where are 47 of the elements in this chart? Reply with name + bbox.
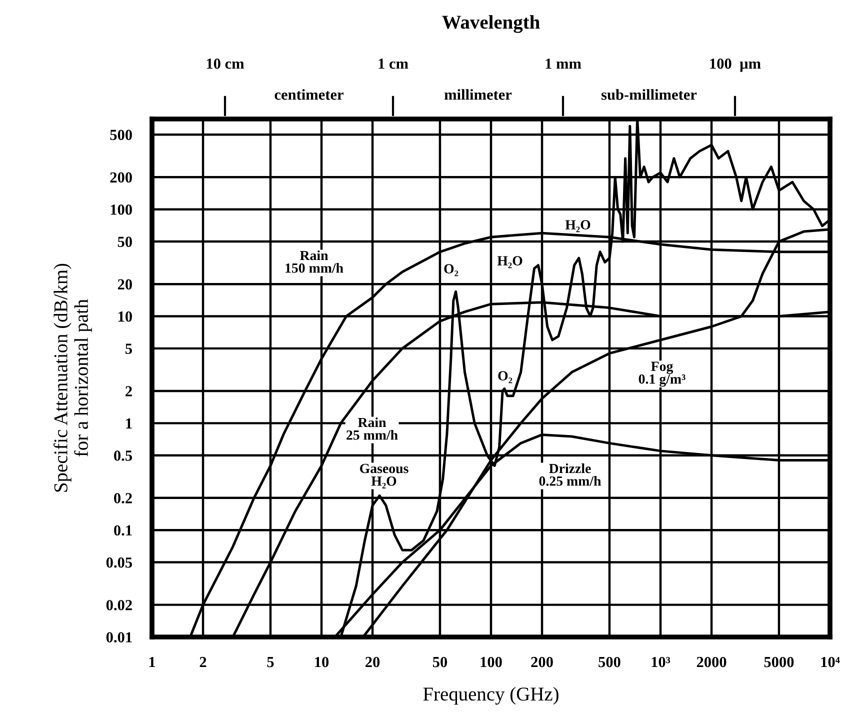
x-tick-label: 5000	[764, 656, 794, 668]
y-tick-label: 500	[110, 130, 132, 140]
y-tick-label: 0.01	[106, 632, 132, 643]
text: 100 µm	[710, 58, 761, 72]
text: sub-millimeter	[602, 89, 697, 100]
x-tick-label: 500	[598, 656, 620, 668]
y-tick-label: 20	[118, 279, 132, 290]
annotation: H₂O	[565, 220, 590, 232]
annotation: O₂	[498, 371, 512, 384]
text: 1 mm	[546, 58, 582, 69]
text: 10 cm	[206, 58, 244, 69]
annotation: O₂	[444, 264, 458, 276]
y-tick-label: 1	[126, 418, 132, 428]
x-tick-label: 50	[432, 656, 448, 668]
x2-axis-title: Wavelength	[442, 15, 540, 33]
x-tick-label: 100	[480, 656, 502, 668]
annotation: Rain 25 mm/h	[346, 417, 398, 440]
annotation: Fog 0.1 g/m³	[638, 362, 686, 387]
y-tick-label: 50	[118, 236, 132, 247]
text: 1 cm	[378, 58, 408, 69]
text: centimeter	[274, 89, 344, 100]
x-tick-label: 20	[366, 656, 380, 668]
annotation: H₂O	[497, 256, 522, 268]
x-tick-label: 10	[315, 656, 329, 668]
y-tick-label: 200	[110, 172, 132, 183]
annotation: Rain 150 mm/h	[286, 250, 344, 273]
y-tick-label: 5	[126, 344, 132, 354]
y-tick-label: 0.5	[114, 450, 132, 461]
y-tick-label: 2	[126, 386, 132, 396]
x-tick-label: 2	[200, 656, 206, 668]
y-tick-label: 0.02	[106, 600, 132, 610]
y-axis-title: Specific Attenuation (dB/km) for a horizontal path	[54, 264, 92, 492]
x-tick-label: 10⁴	[821, 656, 840, 668]
x-tick-label: 200	[531, 656, 553, 668]
text: millimeter	[444, 89, 512, 100]
x-axis-title: Frequency (GHz)	[423, 686, 558, 705]
y-tick-label: 0.05	[106, 557, 132, 568]
y-tick-label: 0.2	[114, 493, 132, 504]
x-tick-label: 10³	[652, 656, 670, 668]
x-tick-label: 1	[149, 656, 156, 668]
x-tick-label: 2000	[696, 656, 726, 668]
annotation: Drizzle 0.25 mm/h	[539, 463, 602, 486]
x-tick-label: 5	[267, 657, 274, 668]
y-tick-label: 0.1	[114, 525, 132, 536]
annotation: Gaseous H₂O	[360, 464, 408, 488]
y-tick-label: 100	[110, 204, 132, 215]
y-tick-label: 10	[118, 311, 132, 322]
